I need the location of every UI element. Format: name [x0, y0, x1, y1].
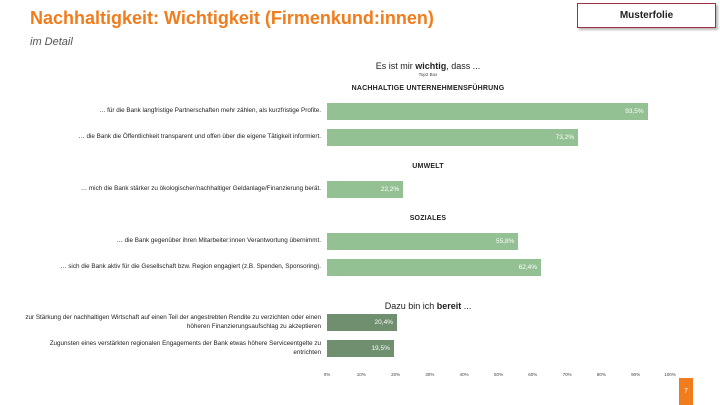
value-label: 20,4% — [374, 319, 393, 326]
value-label: 22,2% — [380, 186, 400, 193]
badge: Musterfolie — [577, 3, 716, 28]
title: Nachhaltigkeit: Wichtigkeit (Firmenkund:… — [30, 8, 434, 28]
x-tick-label: 100% — [664, 372, 676, 377]
heading-part: bereit — [436, 301, 462, 311]
x-tick-label: 50% — [493, 372, 503, 377]
page-number: 7 — [679, 378, 693, 405]
bar — [327, 181, 404, 198]
x-tick-label: 0% — [323, 372, 331, 377]
category-label: … die Bank die Öffentlichkeit transparen… — [78, 133, 321, 141]
x-tick-label: 10% — [356, 372, 366, 377]
bar — [327, 103, 648, 120]
x-tick-label: 40% — [459, 372, 469, 377]
value-label: 93,5% — [625, 108, 644, 115]
bar — [327, 129, 579, 146]
value-label: 62,4% — [518, 264, 538, 271]
group-label: UMWELT — [412, 163, 444, 170]
x-tick-label: 60% — [528, 372, 538, 377]
group-label: NACHHALTIGE UNTERNEHMENSFÜHRUNG — [351, 85, 505, 92]
subtitle: im Detail — [30, 36, 73, 48]
bar — [327, 259, 542, 276]
x-tick-label: 90% — [631, 372, 641, 377]
x-tick-label: 20% — [391, 372, 401, 377]
chart-heading: Dazu bin ich bereit ... — [328, 301, 528, 311]
bar — [327, 314, 397, 331]
value-label: 55,8% — [495, 238, 515, 245]
value-label: 73,2% — [555, 134, 575, 141]
category-label: Zugunsten eines verstärkten regionalen E… — [49, 340, 321, 356]
heading-part: Dazu bin ich — [384, 301, 437, 311]
x-tick-label: 70% — [562, 372, 572, 377]
x-tick-label: 30% — [425, 372, 435, 377]
category-label: … für die Bank langfristige Partnerschaf… — [99, 107, 321, 115]
chart-note: Top2 Box — [418, 72, 438, 77]
heading-part: ... — [461, 301, 472, 311]
category-label: … mich die Bank stärker zu ökologischer/… — [80, 185, 321, 193]
category-label: zur Stärkung der nachhaltigen Wirtschaft… — [25, 314, 321, 330]
category-label: … die Bank gegenüber ihren Mitarbeiter:i… — [116, 237, 321, 245]
bar — [327, 233, 519, 250]
group-label: SOZIALES — [409, 215, 447, 222]
category-label: … sich die Bank aktiv für die Gesellscha… — [60, 263, 321, 271]
bar — [327, 340, 394, 357]
heading-part: wichtig — [415, 61, 447, 71]
chart-heading: Es ist mir wichtig, dass ... — [328, 61, 528, 71]
heading-part: Es ist mir — [375, 61, 416, 71]
value-label: 19,5% — [371, 345, 390, 352]
x-tick-label: 80% — [596, 372, 606, 377]
heading-part: , dass ... — [446, 61, 481, 71]
